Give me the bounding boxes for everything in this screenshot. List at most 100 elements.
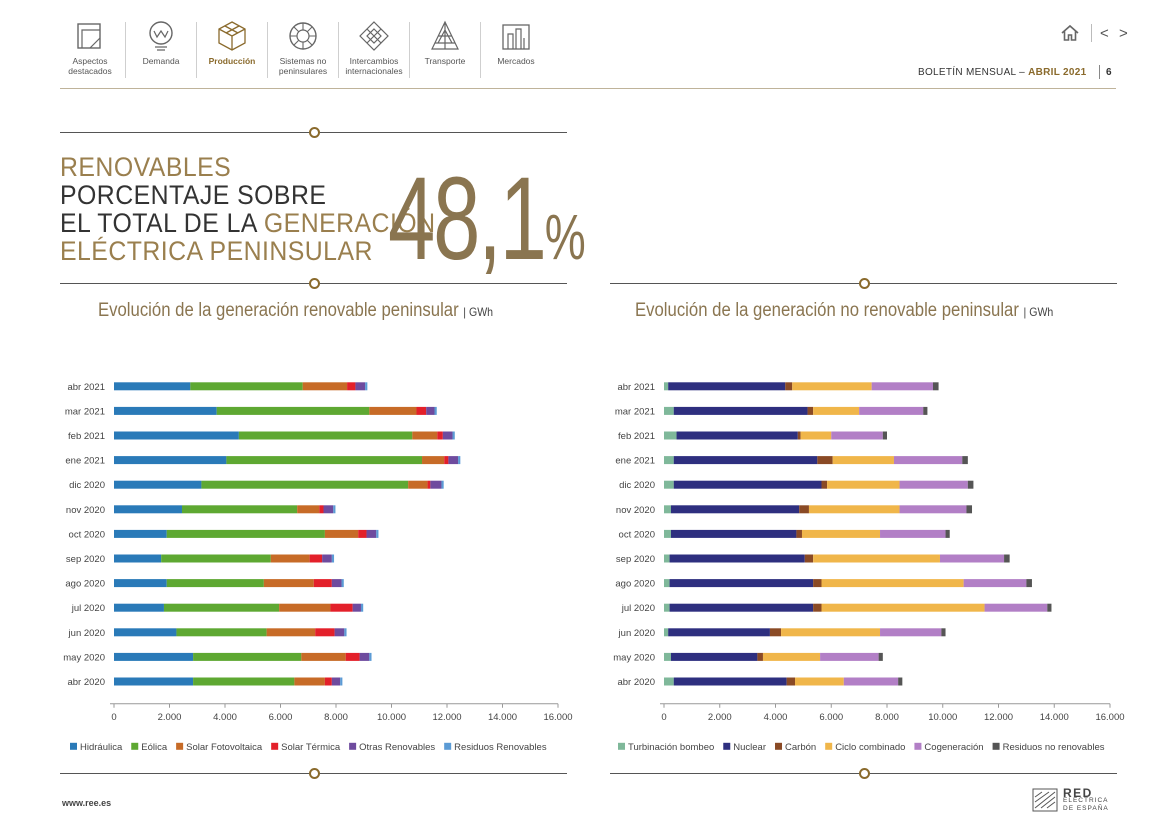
nav-item-1[interactable]: Demanda bbox=[126, 18, 196, 82]
legend-swatch bbox=[992, 742, 1000, 750]
x-tick-label: 14.000 bbox=[1040, 712, 1069, 723]
bar-segment bbox=[297, 505, 320, 514]
legend-label: Hidráulica bbox=[80, 742, 123, 753]
x-tick-label: 14.000 bbox=[488, 712, 517, 723]
bar-segment bbox=[669, 554, 805, 563]
bar-segment bbox=[664, 677, 674, 686]
share-number: 48,1 bbox=[388, 153, 547, 285]
bar-segment bbox=[322, 554, 332, 563]
nav-item-0[interactable]: Aspectos destacados bbox=[55, 18, 125, 82]
chart-unit: GWh bbox=[468, 305, 494, 319]
headline-line-1: RENOVABLES bbox=[60, 152, 232, 182]
bar-segment bbox=[334, 628, 345, 637]
bar-segment bbox=[324, 677, 332, 686]
category-label: ago 2020 bbox=[615, 579, 655, 590]
bar-segment bbox=[416, 406, 427, 415]
page-navigation: < > bbox=[1100, 25, 1131, 42]
nav-item-2[interactable]: Producción bbox=[197, 18, 267, 82]
legend-label: Carbón bbox=[785, 742, 816, 753]
nonrenewable-chart: 0 2.000 4.000 6.000 8.000 10.000 12.000 14.000 1… bbox=[613, 382, 1124, 753]
bar-segment bbox=[294, 677, 325, 686]
x-tick-label: 4.000 bbox=[764, 712, 788, 723]
bar-segment bbox=[781, 628, 881, 637]
nav-label-line-1: Transporte bbox=[424, 56, 466, 66]
wheel-icon bbox=[289, 22, 317, 50]
bulb-icon bbox=[149, 21, 173, 51]
nav-item-6[interactable]: Mercados bbox=[481, 18, 551, 82]
category-label: abr 2021 bbox=[617, 382, 655, 393]
legend-label: Eólica bbox=[141, 742, 168, 753]
bar-segment bbox=[365, 382, 368, 391]
bar-segment bbox=[166, 529, 325, 538]
nav-item-5[interactable]: Transporte bbox=[410, 18, 480, 82]
nav-label-line-1: Aspectos bbox=[72, 56, 108, 66]
nav-item-3[interactable]: Sistemas no peninsulares bbox=[268, 18, 338, 82]
headline-line-2: PORCENTAJE SOBRE bbox=[60, 180, 327, 210]
category-label: jul 2020 bbox=[621, 603, 655, 614]
bar-segment bbox=[358, 529, 367, 538]
home-icon[interactable] bbox=[1060, 24, 1080, 47]
rule-dot bbox=[309, 278, 320, 289]
bar-segment bbox=[176, 628, 267, 637]
nav-separator bbox=[196, 22, 197, 78]
bar-segment bbox=[669, 603, 814, 612]
bar-segment bbox=[664, 554, 670, 563]
bar-segment bbox=[792, 382, 872, 391]
bar-segment bbox=[313, 579, 332, 588]
cube-icon bbox=[218, 21, 246, 51]
bar-segment bbox=[426, 406, 435, 415]
bar-segment bbox=[831, 431, 883, 440]
legend-swatch bbox=[176, 742, 184, 750]
bar-segment bbox=[871, 382, 933, 391]
bar-segment bbox=[821, 579, 964, 588]
nav-label-line-1: Producción bbox=[208, 56, 256, 66]
category-label: dic 2020 bbox=[619, 480, 655, 491]
legend-swatch bbox=[825, 742, 833, 750]
bar-segment bbox=[114, 505, 182, 514]
bar-segment bbox=[762, 652, 821, 661]
bar-segment bbox=[670, 505, 800, 514]
bar-segment bbox=[966, 505, 973, 514]
bar-segment bbox=[345, 652, 360, 661]
footer-url[interactable]: www.ree.es bbox=[62, 798, 112, 808]
bar-segment bbox=[795, 677, 844, 686]
bar-segment bbox=[664, 456, 674, 465]
x-tick-label: 12.000 bbox=[432, 712, 461, 723]
bar-segment bbox=[376, 529, 379, 538]
x-tick-label: 4.000 bbox=[213, 712, 237, 723]
nav-item-4[interactable]: Intercambios internacionales bbox=[339, 18, 409, 82]
bar-segment bbox=[664, 628, 669, 637]
bar-segment bbox=[664, 382, 669, 391]
x-tick-label: 8.000 bbox=[324, 712, 348, 723]
bar-segment bbox=[263, 579, 314, 588]
bar-segment bbox=[324, 529, 359, 538]
bar-segment bbox=[832, 456, 894, 465]
nav-separator bbox=[125, 22, 126, 78]
bar-segment bbox=[808, 505, 900, 514]
prev-page-button[interactable]: < bbox=[1100, 25, 1112, 42]
bar-segment bbox=[226, 456, 423, 465]
nav-item-label: Producción bbox=[208, 56, 256, 67]
next-page-button[interactable]: > bbox=[1118, 25, 1131, 42]
nav-item-label: Demanda bbox=[143, 56, 180, 67]
chart-title-renewable: Evolución de la generación renovable pen… bbox=[98, 300, 494, 321]
bar-segment bbox=[166, 579, 264, 588]
bar-segment bbox=[270, 554, 310, 563]
category-label: nov 2020 bbox=[616, 505, 655, 516]
bar-segment bbox=[344, 628, 347, 637]
bar-segment bbox=[302, 382, 348, 391]
bar-segment bbox=[796, 529, 802, 538]
bar-segment bbox=[880, 529, 946, 538]
nav-separator bbox=[267, 22, 268, 78]
bar-segment bbox=[1004, 554, 1010, 563]
bar-segment bbox=[340, 677, 343, 686]
bar-segment bbox=[333, 505, 336, 514]
bar-segment bbox=[114, 579, 167, 588]
rule-dot bbox=[309, 127, 320, 138]
x-tick-label: 0 bbox=[661, 712, 666, 723]
bar-segment bbox=[190, 382, 303, 391]
bar-segment bbox=[114, 431, 239, 440]
bar-segment bbox=[898, 677, 903, 686]
bar-segment bbox=[408, 480, 428, 489]
bar-segment bbox=[114, 456, 227, 465]
